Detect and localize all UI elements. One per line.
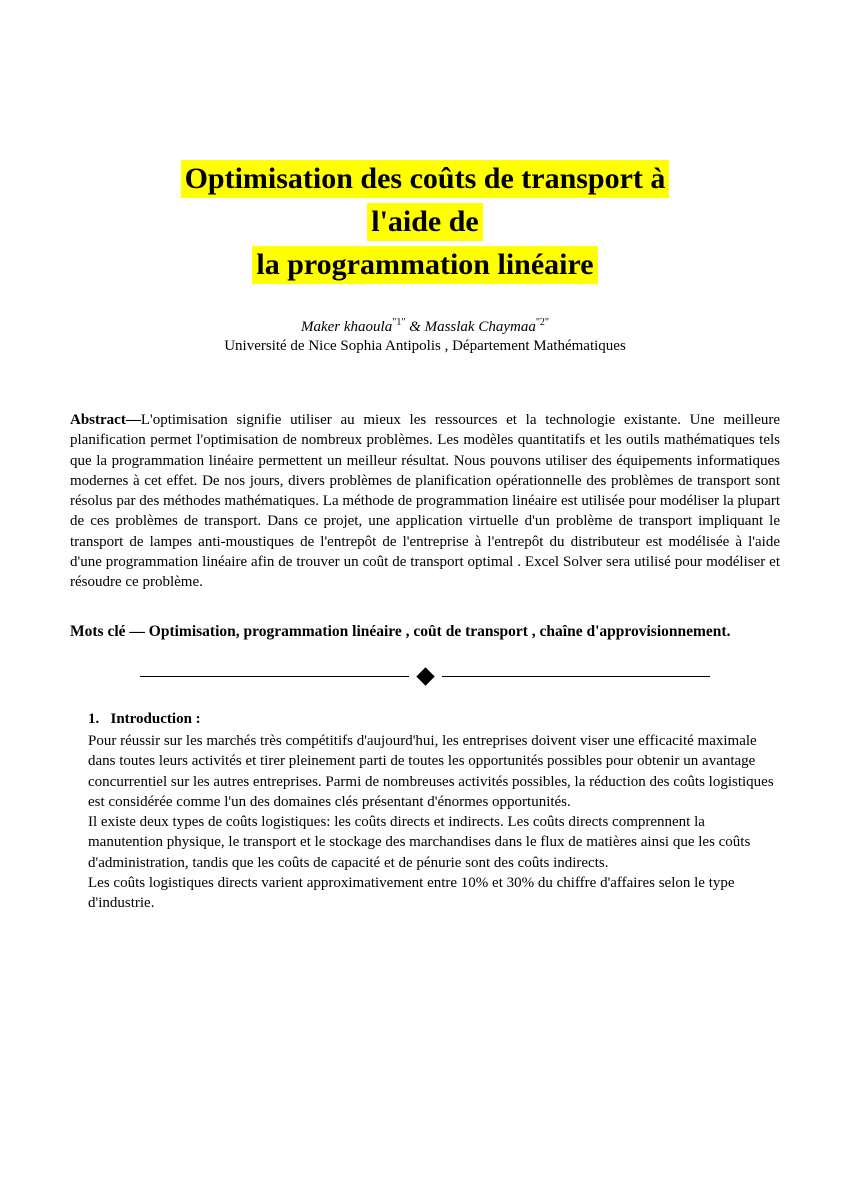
divider-line-left (140, 676, 409, 677)
para2: Il existe deux types de coûts logistique… (88, 812, 780, 873)
affiliation: Université de Nice Sophia Antipolis , Dé… (70, 338, 780, 355)
title-block: Optimisation des coûts de transport à l'… (70, 160, 780, 289)
title-line-2: l'aide de (367, 203, 483, 241)
divider-line-right (442, 676, 711, 677)
author-connector: & (405, 319, 424, 335)
section-title: Introduction (111, 711, 192, 727)
title-line-3: la programmation linéaire (252, 246, 597, 284)
section-colon: : (192, 711, 201, 727)
author1-sup: "1" (392, 317, 405, 328)
title-line-1: Optimisation des coûts de transport à (181, 160, 670, 198)
section-divider (70, 670, 780, 683)
author2-name: Masslak Chaymaa (425, 319, 536, 335)
para1: Pour réussir sur les marchés très compét… (88, 731, 780, 812)
keywords-label: Mots clé — (70, 623, 149, 640)
diamond-icon (416, 667, 434, 685)
section-body: Pour réussir sur les marchés très compét… (70, 731, 780, 913)
section-heading: 1. Introduction : (70, 711, 780, 728)
keywords-text: Optimisation, programmation linéaire , c… (149, 623, 731, 640)
abstract-block: Abstract—L'optimisation signifie utilise… (70, 410, 780, 592)
abstract-label: Abstract— (70, 412, 141, 428)
author1-name: Maker khaoula (301, 319, 392, 335)
para3: Les coûts logistiques directs varient ap… (88, 873, 780, 914)
authors-line: Maker khaoula"1" & Masslak Chaymaa"2" (70, 317, 780, 336)
abstract-text: L'optimisation signifie utiliser au mieu… (70, 412, 780, 590)
author2-sup: "2" (536, 317, 549, 328)
section-number: 1. (88, 711, 99, 727)
keywords-block: Mots clé — Optimisation, programmation l… (70, 620, 780, 645)
